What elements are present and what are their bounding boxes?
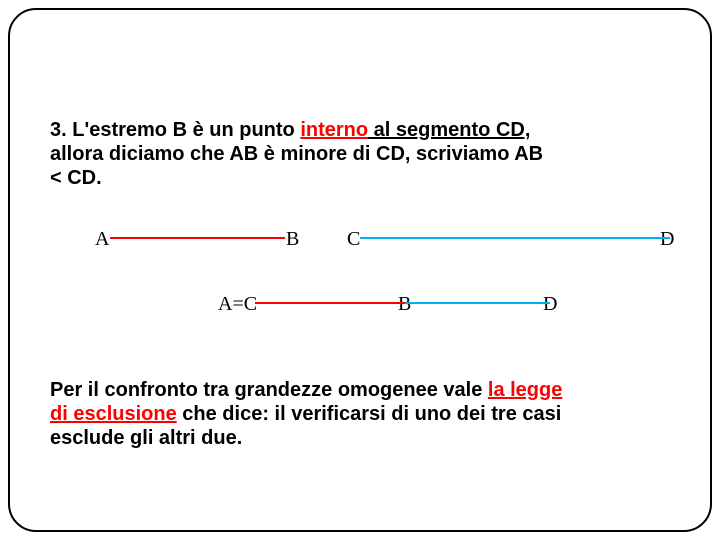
diagram-area: A B C D A=C B D [50,228,670,348]
label-AC: A=C [218,293,257,316]
label-C1: C [347,228,360,251]
bottom-text-2b: che dice: il verificarsi di uno dei tre … [177,403,562,425]
top-text-red: interno [300,119,368,141]
label-D1: D [660,228,674,251]
bottom-text-1a: Per il confronto tra grandezze omogenee … [50,379,488,401]
top-text-1a: 3. L'estremo B è un punto [50,119,300,141]
top-text-3: < CD. [50,167,102,189]
label-B1: B [286,228,299,251]
bottom-text-2red: di esclusione [50,403,177,425]
top-paragraph: 3. L'estremo B è un punto interno al seg… [50,118,670,190]
label-B2: B [398,293,411,316]
top-text-1b: al segmento CD, [368,119,530,141]
bottom-paragraph: Per il confronto tra grandezze omogenee … [50,378,670,450]
label-D2: D [543,293,557,316]
bottom-text-1red: la legge [488,379,562,401]
segment-CD-row1 [360,237,670,239]
segment-ACB-row2 [255,302,405,304]
segment-AB-row1 [110,237,285,239]
slide-frame: 3. L'estremo B è un punto interno al seg… [8,8,712,532]
segment-BD-row2 [405,302,550,304]
label-A1: A [95,228,109,251]
top-text-2: allora diciamo che AB è minore di CD, sc… [50,143,543,165]
slide-content: 3. L'estremo B è un punto interno al seg… [10,10,710,530]
bottom-text-3: esclude gli altri due. [50,427,242,449]
